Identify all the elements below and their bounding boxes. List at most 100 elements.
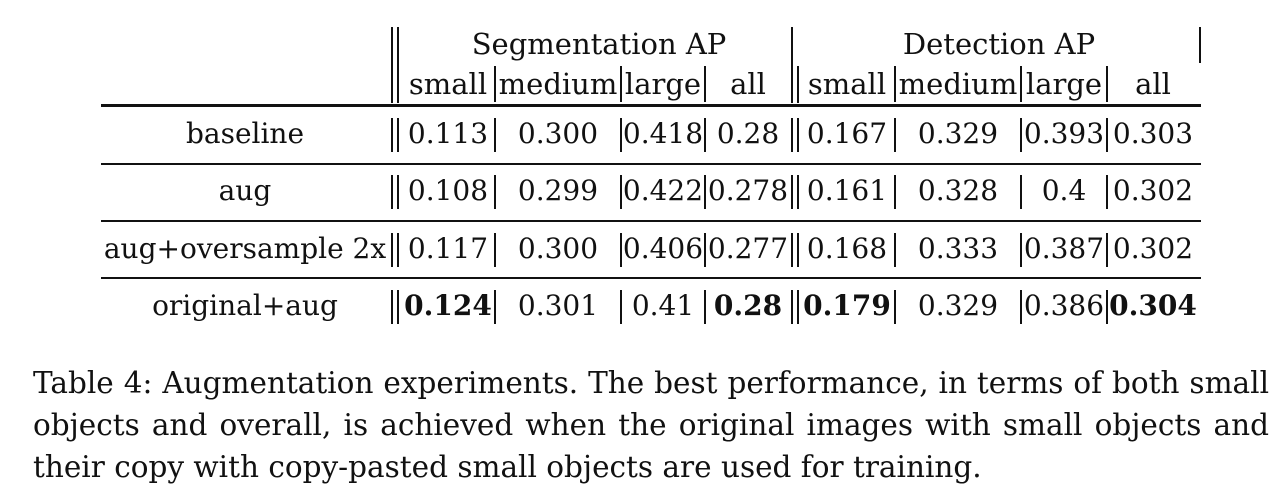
cell-separator [797, 118, 799, 152]
cell-separator [791, 233, 793, 267]
vline-sub-1 [494, 66, 496, 102]
rule-row-2 [101, 220, 1201, 222]
subheader-seg-medium: medium [498, 67, 618, 101]
vline-sub-3 [704, 66, 706, 102]
cell-separator [397, 118, 399, 152]
table-cell: 0.329 [917, 117, 999, 150]
cell-separator [704, 118, 706, 152]
table-cell: 0.418 [622, 117, 704, 150]
cell-separator [894, 175, 896, 209]
vline-sub-5 [1020, 66, 1022, 102]
table-cell: 0.302 [1112, 232, 1194, 265]
cell-separator [704, 233, 706, 267]
cell-separator [791, 118, 793, 152]
group-header-detection: Detection AP [902, 27, 1096, 61]
cell-separator [791, 175, 793, 209]
subheader-seg-all: all [730, 67, 766, 101]
subheader-det-all: all [1135, 67, 1171, 101]
row-label: baseline [185, 117, 305, 150]
cell-separator [894, 290, 896, 324]
cell-separator [397, 290, 399, 324]
table-cell: 0.168 [806, 232, 888, 265]
table-cell: 0.301 [517, 289, 599, 322]
vline-sub-2 [620, 66, 622, 102]
table-cell: 0.179 [803, 289, 891, 322]
table-cell: 0.303 [1112, 117, 1194, 150]
vline-group-double-b [797, 66, 799, 103]
cell-separator [1020, 118, 1022, 152]
table-cell: 0.386 [1023, 289, 1105, 322]
table-cell: 0.167 [806, 117, 888, 150]
cell-separator [704, 175, 706, 209]
table-cell: 0.41 [631, 289, 695, 322]
cell-separator [391, 290, 393, 324]
table-cell: 0.387 [1023, 232, 1105, 265]
table-cell: 0.333 [917, 232, 999, 265]
table-cell: 0.278 [707, 174, 789, 207]
cell-separator [704, 290, 706, 324]
cell-separator [620, 118, 622, 152]
cell-separator [1106, 118, 1108, 152]
vline-label-double-b [397, 27, 399, 103]
table-cell: 0.299 [517, 174, 599, 207]
vline-sub-6 [1106, 66, 1108, 102]
cell-separator [391, 233, 393, 267]
group-header-segmentation: Segmentation AP [471, 27, 727, 61]
rule-row-3 [101, 277, 1201, 279]
table-caption: Table 4: Augmentation experiments. The b… [33, 366, 1269, 484]
vline-right-edge [1199, 27, 1201, 63]
cell-separator [894, 233, 896, 267]
cell-separator [620, 175, 622, 209]
vline-sub-4 [894, 66, 896, 102]
cell-separator [1106, 175, 1108, 209]
cell-separator [1106, 290, 1108, 324]
table-cell: 0.113 [407, 117, 489, 150]
subheader-seg-large: large [624, 67, 702, 101]
cell-separator [620, 233, 622, 267]
table-cell: 0.422 [622, 174, 704, 207]
table-cell: 0.329 [917, 289, 999, 322]
row-label: original+aug [152, 289, 338, 322]
table-cell: 0.300 [517, 232, 599, 265]
table-cell: 0.302 [1112, 174, 1194, 207]
rule-row-1 [101, 163, 1201, 165]
cell-separator [494, 233, 496, 267]
rule-header [101, 104, 1201, 107]
table-cell: 0.300 [517, 117, 599, 150]
cell-separator [1020, 290, 1022, 324]
subheader-det-large: large [1025, 67, 1103, 101]
cell-separator [797, 175, 799, 209]
table-cell: 0.277 [707, 232, 789, 265]
table-cell: 0.28 [716, 117, 780, 150]
table-cell: 0.328 [917, 174, 999, 207]
table-cell: 0.161 [806, 174, 888, 207]
table-cell: 0.406 [622, 232, 704, 265]
cell-separator [791, 290, 793, 324]
cell-separator [397, 175, 399, 209]
row-label: aug [218, 174, 272, 207]
table-cell: 0.117 [407, 232, 489, 265]
cell-separator [1020, 175, 1022, 209]
table-cell: 0.4 [1041, 174, 1087, 207]
cell-separator [397, 233, 399, 267]
cell-separator [1020, 233, 1022, 267]
cell-separator [1106, 233, 1108, 267]
subheader-det-medium: medium [898, 67, 1018, 101]
cell-separator [391, 118, 393, 152]
cell-separator [494, 175, 496, 209]
cell-separator [494, 118, 496, 152]
cell-separator [494, 290, 496, 324]
cell-separator [797, 290, 799, 324]
subheader-det-small: small [807, 67, 887, 101]
table-cell: 0.304 [1109, 289, 1197, 322]
subheader-seg-small: small [408, 67, 488, 101]
cell-separator [391, 175, 393, 209]
row-label: aug+oversample 2x [103, 232, 387, 265]
cell-separator [894, 118, 896, 152]
vline-group-double-a [791, 27, 793, 103]
table-cell: 0.28 [713, 289, 783, 322]
table-cell: 0.393 [1023, 117, 1105, 150]
cell-separator [797, 233, 799, 267]
table-cell: 0.124 [404, 289, 492, 322]
table-cell: 0.108 [407, 174, 489, 207]
